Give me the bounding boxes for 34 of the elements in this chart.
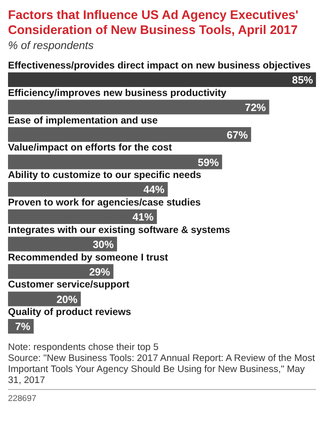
- bar: [8, 264, 114, 279]
- y-tick-label: Value/impact on efforts for the cost: [8, 142, 173, 154]
- y-tick-label: Efficiency/improves new business productivity: [8, 88, 227, 99]
- bar: [8, 292, 81, 306]
- bar: [8, 209, 157, 224]
- bar: [8, 127, 252, 142]
- data-label: 29%: [89, 266, 111, 278]
- y-tick-label: Effectiveness/provides direct impact on new business objectives: [8, 60, 312, 72]
- chart-title: Factors that Influence US Ad Agency Executives' Consideration of New Business Tools, April 2017: [8, 8, 300, 38]
- y-tick-label: Proven to work for agencies/case studies: [8, 198, 202, 209]
- chart-subtitle: % of respondents: [8, 40, 95, 52]
- y-tick-label: Ease of implementation and use: [8, 115, 158, 126]
- data-label: 30%: [92, 238, 114, 251]
- y-tick-label: Quality of product reviews: [8, 307, 132, 318]
- bar: [8, 72, 316, 88]
- data-label: 67%: [226, 129, 248, 142]
- data-label: 41%: [132, 212, 154, 224]
- bar: [8, 154, 222, 170]
- data-label: 59%: [198, 156, 220, 169]
- y-tick-label: Integrates with our existing software & systems: [8, 224, 231, 236]
- data-label: 85%: [292, 74, 314, 87]
- data-label: 7%: [15, 321, 32, 334]
- source-note: Source: "New Business Tools: 2017 Annual Report: A Review of the Most Important Tools Your Agency Should Be Using for New Business," May 31, 2017: [8, 353, 316, 386]
- bar: [8, 182, 168, 197]
- data-label: 44%: [143, 184, 166, 196]
- data-label: 20%: [56, 294, 78, 306]
- y-tick-label: Customer service/support: [8, 280, 130, 291]
- text: 228697: [8, 389, 316, 403]
- bar: [8, 100, 270, 114]
- y-tick-label: Recommended by someone I trust: [8, 252, 169, 264]
- data-label: 72%: [244, 102, 267, 114]
- text: Note: respondents chose their top 5: [8, 342, 160, 353]
- bar: [8, 236, 118, 252]
- y-tick-label: Ability to customize to our specific needs: [8, 170, 202, 182]
